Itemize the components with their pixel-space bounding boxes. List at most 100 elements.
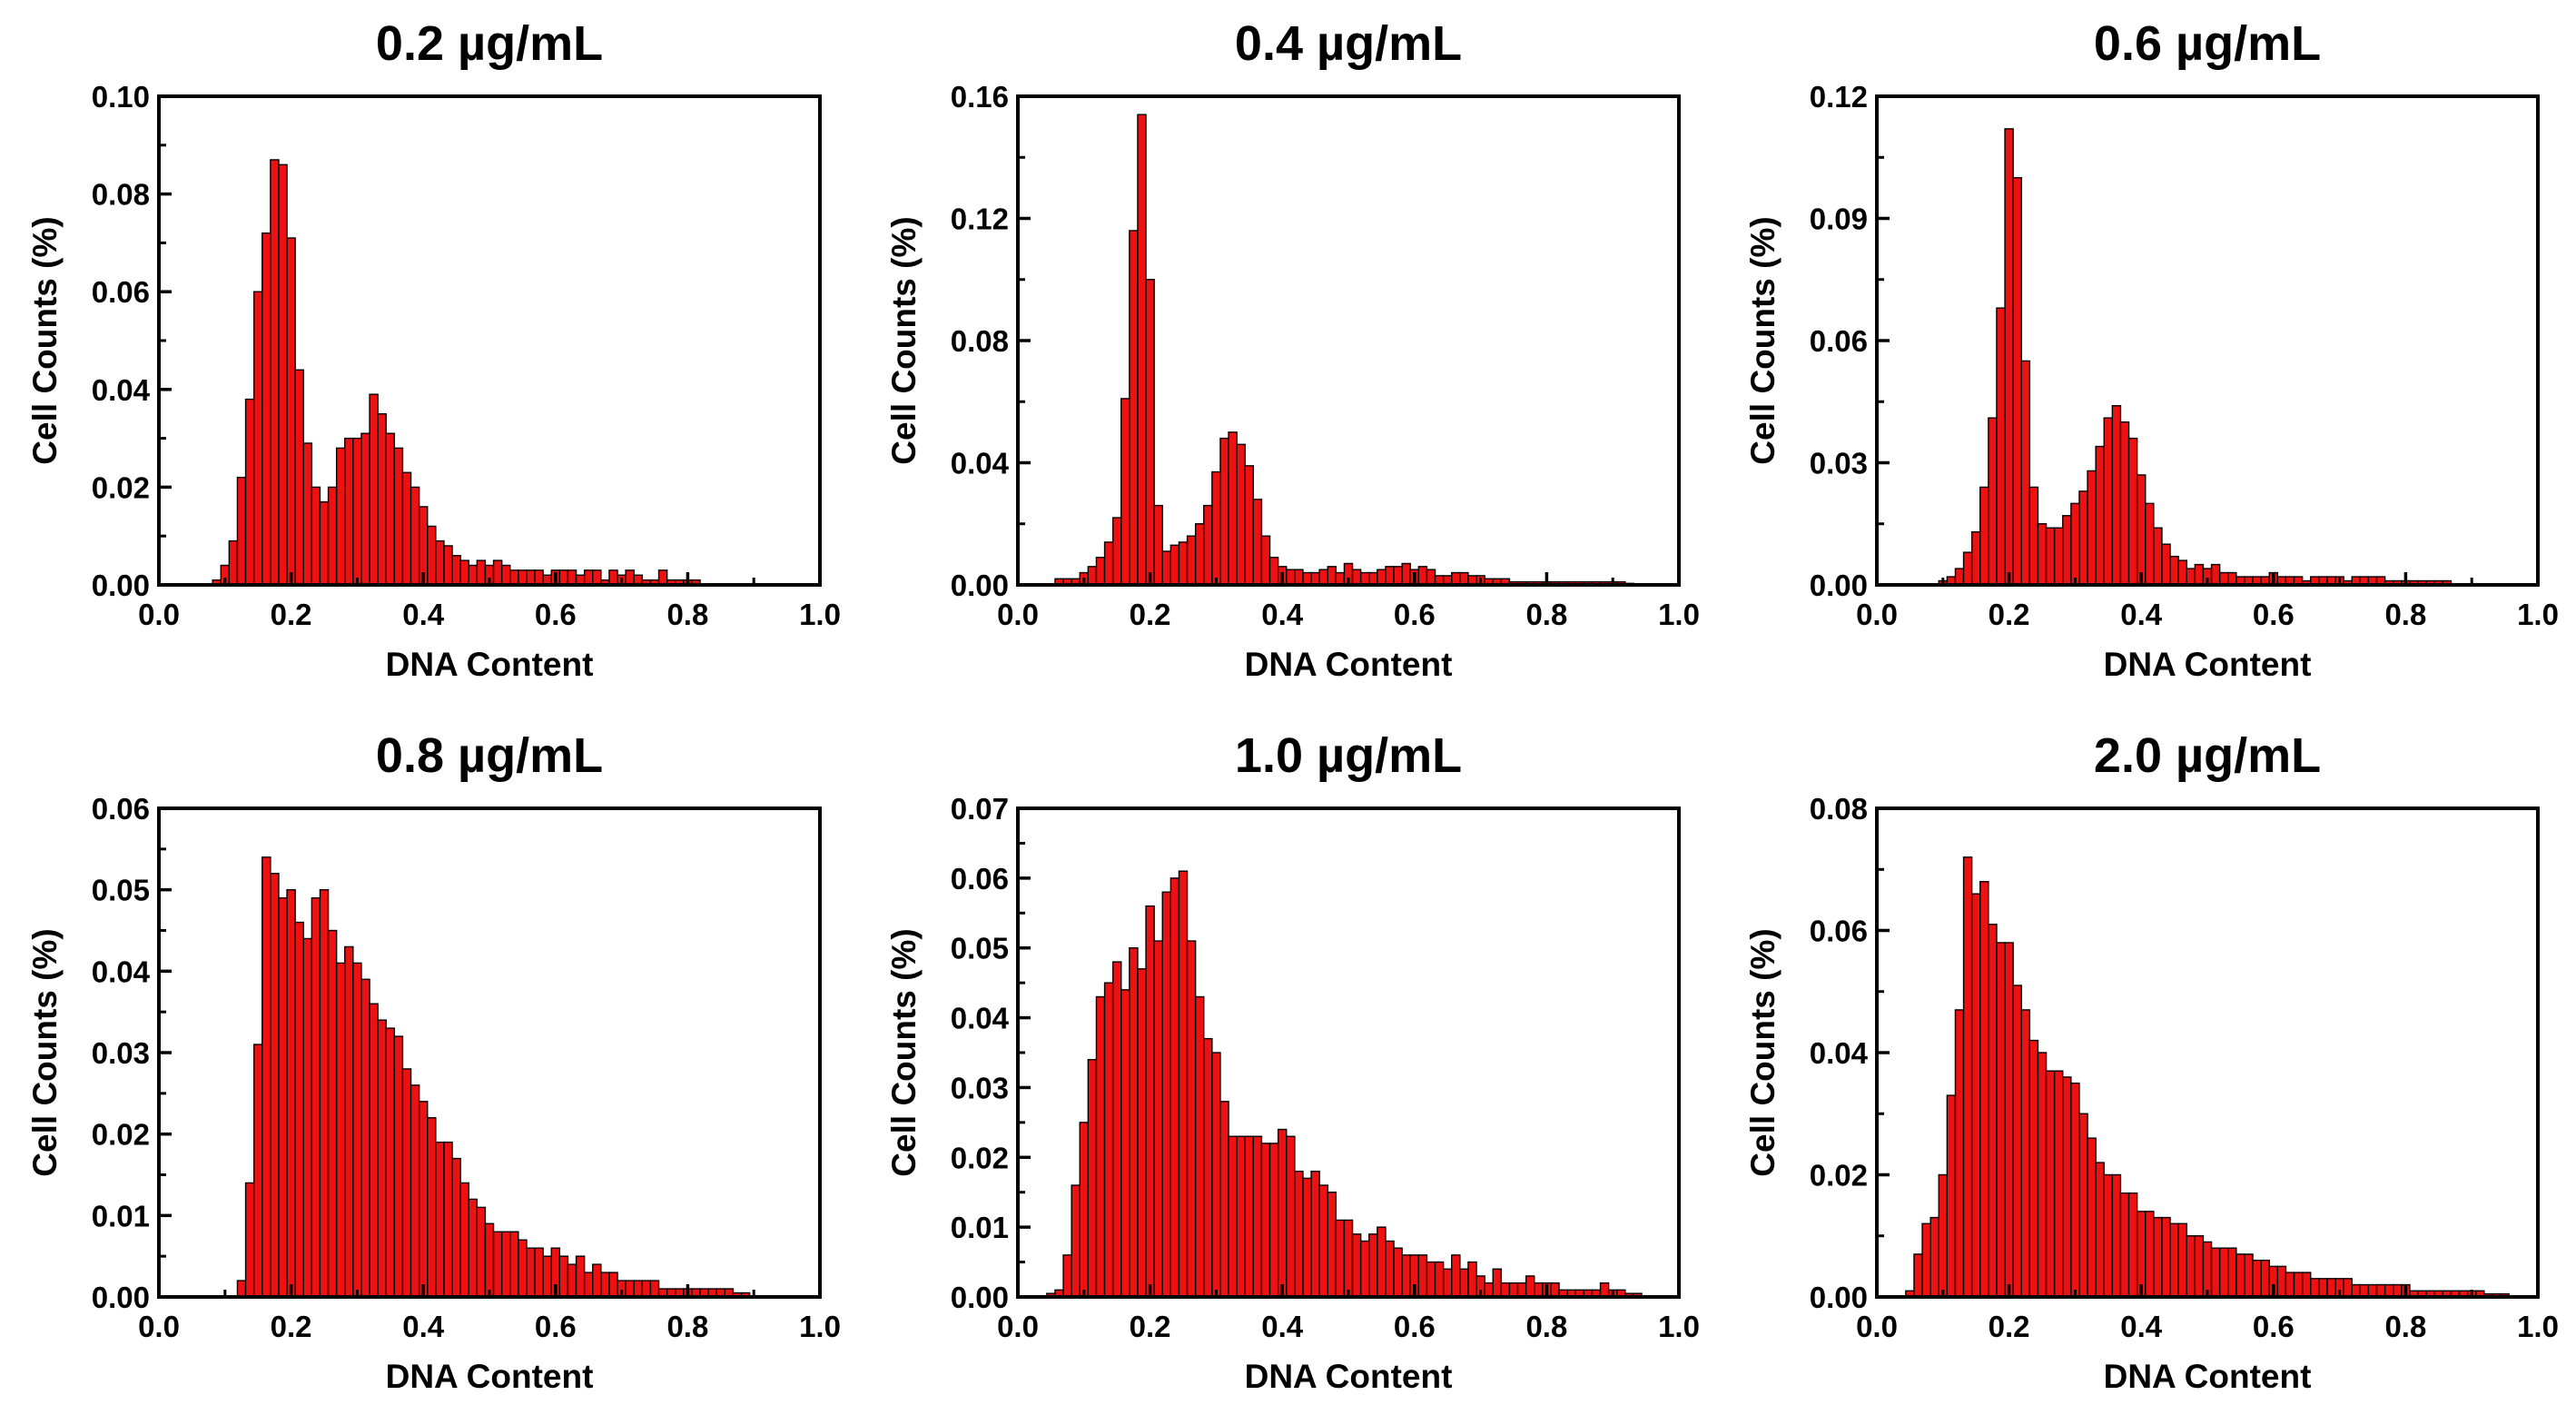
histogram-bar	[2194, 1235, 2205, 1298]
histogram-bar	[2227, 571, 2237, 586]
chart-title: 0.4 µg/mL	[1235, 16, 1462, 71]
x-tick-label: 0.2	[1989, 1310, 2030, 1343]
histogram-bar	[228, 539, 239, 586]
histogram-bar	[1368, 571, 1378, 586]
histogram-bar	[1252, 499, 1263, 586]
histogram-bar	[2004, 942, 2014, 1298]
histogram-bar	[2103, 417, 2114, 586]
histogram-bar	[410, 1084, 420, 1298]
histogram-bar	[1401, 562, 1411, 586]
histogram-bar	[2293, 1272, 2304, 1298]
x-tick-label: 0.4	[402, 598, 445, 631]
histogram-bar	[311, 896, 321, 1298]
histogram-bar	[1203, 504, 1213, 586]
histogram-bar	[443, 545, 453, 586]
histogram-bar	[1459, 571, 1469, 586]
y-axis-label: Cell Counts (%)	[885, 928, 923, 1176]
x-tick-label: 0.8	[2384, 598, 2426, 631]
histogram-bar	[1508, 1282, 1519, 1298]
x-tick-label: 0.4	[1261, 598, 1304, 631]
histogram-bar	[2260, 1259, 2270, 1298]
histogram-bar	[1211, 470, 1221, 586]
histogram-bar	[1500, 1282, 1511, 1298]
histogram-bar	[2020, 360, 2031, 586]
histogram-bar	[1120, 398, 1130, 586]
y-axis-label: Cell Counts (%)	[1744, 928, 1781, 1176]
x-tick-label: 1.0	[799, 598, 841, 631]
histogram-bar	[2393, 1283, 2403, 1298]
y-tick-label: 0.09	[1810, 203, 1868, 236]
histogram-bar	[1286, 569, 1296, 586]
y-tick-label: 0.00	[92, 1281, 150, 1314]
histogram-bar	[1451, 571, 1461, 586]
histogram-bar	[262, 232, 271, 586]
histogram-bar	[252, 291, 263, 586]
x-tick-label: 1.0	[799, 1310, 841, 1343]
histogram-bar	[459, 559, 469, 586]
histogram-bar	[2384, 1283, 2394, 1298]
y-tick-label: 0.08	[951, 324, 1009, 358]
histogram-svg: 0.8 µg/mL 0.0 0.2 0.4 0.6 0.8 1.0 0.00 0.01 0.02 0…	[26, 728, 841, 1395]
histogram-bar	[2351, 1283, 2362, 1298]
histogram-bar	[1161, 891, 1172, 1298]
histogram-bar	[2244, 1253, 2254, 1298]
histogram-bar	[418, 1101, 429, 1298]
histogram-bar	[2318, 1278, 2328, 1298]
histogram-bar	[1327, 566, 1337, 586]
histogram-bar	[1178, 870, 1189, 1298]
histogram-bar	[327, 486, 338, 586]
bars-group	[1046, 870, 1643, 1298]
histogram-bar	[2210, 1247, 2221, 1298]
histogram-bar	[2161, 1216, 2171, 1298]
histogram-bar	[2078, 490, 2088, 586]
histogram-bar	[625, 569, 635, 586]
histogram-bar	[435, 1141, 445, 1298]
histogram-bar	[1516, 1282, 1527, 1298]
histogram-bar	[1492, 1268, 1503, 1298]
histogram-bar	[2095, 1162, 2105, 1298]
histogram-bar	[335, 447, 346, 586]
y-tick-label: 0.01	[951, 1211, 1009, 1244]
histogram-bar	[262, 856, 271, 1298]
y-tick-label: 0.10	[92, 80, 150, 114]
y-tick-label: 0.12	[1810, 80, 1868, 114]
histogram-bar	[2177, 1222, 2187, 1298]
y-tick-label: 0.08	[1810, 792, 1868, 826]
histogram-bar	[1962, 856, 1973, 1298]
histogram-bar	[1534, 1282, 1544, 1298]
histogram-bar	[1203, 1037, 1213, 1298]
histogram-bar	[1244, 1135, 1255, 1298]
histogram-bar	[1921, 1222, 1931, 1298]
histogram-bar	[2045, 1070, 2056, 1298]
histogram-bar	[2127, 1192, 2138, 1298]
histogram-bar	[2161, 543, 2171, 586]
histogram-bar	[435, 539, 445, 586]
histogram-bar	[1095, 995, 1106, 1298]
histogram-bar	[1294, 1170, 1304, 1298]
histogram-bar	[1393, 1247, 1403, 1298]
histogram-bar	[1385, 1240, 1395, 1298]
histogram-bar	[1268, 1143, 1279, 1298]
histogram-bar	[2145, 1211, 2155, 1298]
histogram-bar	[2087, 470, 2097, 586]
histogram-bar	[1359, 1240, 1370, 1298]
histogram-bar	[252, 1044, 263, 1298]
histogram-bar	[476, 559, 487, 586]
histogram-bar	[369, 1003, 379, 1298]
histogram-bar	[1599, 1282, 1610, 1298]
histogram-bar	[451, 555, 461, 586]
histogram-bar	[2177, 559, 2187, 586]
histogram-bar	[2070, 502, 2080, 586]
histogram-bar	[427, 525, 437, 586]
histogram-bar	[2194, 563, 2205, 586]
histogram-bar	[1310, 1170, 1320, 1298]
histogram-bar	[1062, 1254, 1072, 1298]
histogram-bar	[2037, 1052, 2048, 1298]
histogram-bar	[1236, 443, 1246, 586]
histogram-panel-3: 0.6 µg/mL 0.0 0.2 0.4 0.6 0.8 1.0 0.00 0.03 0.06 0…	[1718, 0, 2576, 712]
histogram-bar	[443, 1141, 453, 1298]
histogram-svg: 2.0 µg/mL 0.0 0.2 0.4 0.6 0.8 1.0 0.00 0.02 0.04 0…	[1744, 728, 2559, 1395]
histogram-bar	[319, 500, 330, 586]
histogram-bar	[2004, 128, 2014, 586]
